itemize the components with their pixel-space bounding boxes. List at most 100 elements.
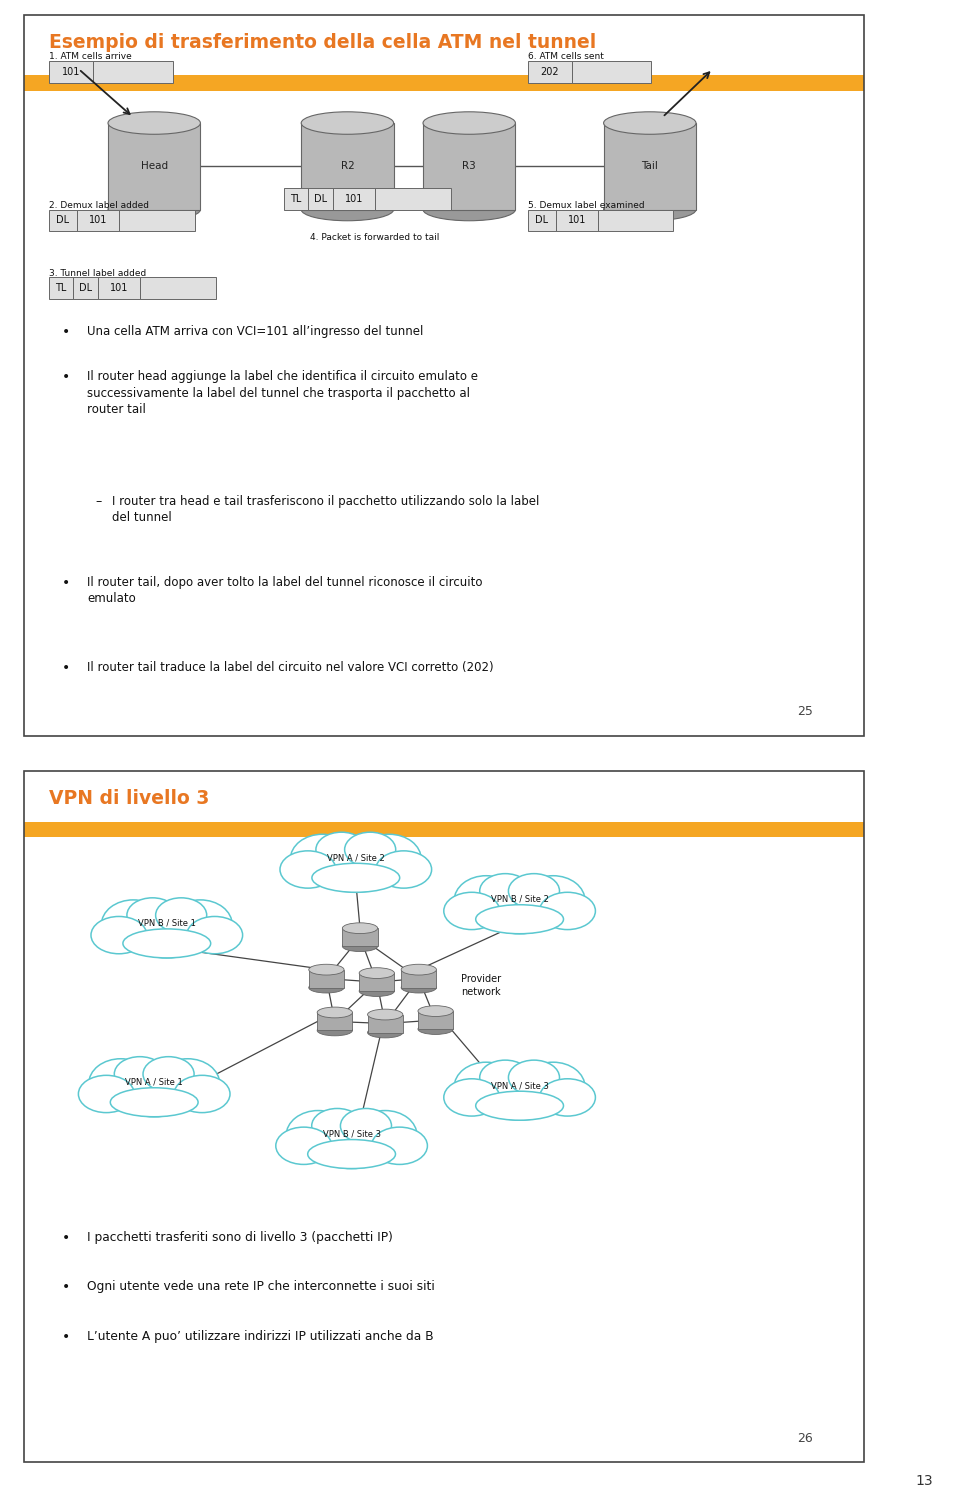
Text: VPN A / Site 2: VPN A / Site 2 — [327, 854, 385, 863]
Bar — [343, 928, 377, 946]
Ellipse shape — [308, 1139, 396, 1169]
Ellipse shape — [357, 834, 421, 884]
Ellipse shape — [368, 1027, 403, 1038]
Ellipse shape — [312, 839, 399, 893]
Text: Tail: Tail — [641, 161, 659, 172]
Bar — [333, 188, 375, 209]
Text: •: • — [61, 324, 70, 339]
Bar — [284, 188, 308, 209]
Text: 101: 101 — [567, 215, 586, 226]
Text: 101: 101 — [109, 283, 128, 293]
Bar — [598, 209, 673, 232]
Text: TL: TL — [56, 283, 66, 293]
Bar — [49, 209, 77, 232]
Text: DL: DL — [79, 283, 92, 293]
Text: DL: DL — [57, 215, 70, 226]
Ellipse shape — [341, 1108, 392, 1144]
Ellipse shape — [401, 964, 437, 975]
Text: TL: TL — [291, 194, 301, 203]
Text: I router tra head e tail trasferiscono il pacchetto utilizzando solo la label
de: I router tra head e tail trasferiscono i… — [112, 495, 540, 525]
Ellipse shape — [123, 928, 210, 958]
Ellipse shape — [286, 1111, 350, 1160]
Ellipse shape — [343, 922, 377, 933]
Ellipse shape — [343, 940, 377, 951]
Ellipse shape — [454, 1063, 518, 1112]
Ellipse shape — [480, 873, 531, 909]
Ellipse shape — [317, 1026, 352, 1036]
Ellipse shape — [301, 199, 394, 221]
Text: Ogni utente vede una rete IP che interconnette i suoi siti: Ogni utente vede una rete IP che interco… — [87, 1280, 435, 1293]
Bar — [556, 209, 598, 232]
Bar — [119, 209, 195, 232]
Bar — [308, 188, 333, 209]
Bar — [604, 123, 696, 209]
Ellipse shape — [540, 1079, 595, 1117]
Ellipse shape — [174, 1075, 230, 1112]
Ellipse shape — [110, 1088, 198, 1117]
Text: –: – — [95, 495, 102, 508]
Ellipse shape — [359, 985, 395, 997]
Bar — [93, 61, 173, 82]
Ellipse shape — [276, 1127, 331, 1165]
Text: •: • — [61, 371, 70, 384]
Ellipse shape — [102, 900, 165, 949]
Ellipse shape — [123, 904, 210, 958]
Ellipse shape — [604, 199, 696, 221]
Ellipse shape — [156, 898, 206, 933]
Bar — [77, 209, 119, 232]
Ellipse shape — [312, 863, 399, 893]
Bar — [528, 209, 556, 232]
Bar — [309, 970, 344, 988]
Ellipse shape — [444, 893, 499, 930]
Ellipse shape — [290, 834, 354, 884]
Bar — [24, 75, 864, 91]
Text: 13: 13 — [916, 1474, 933, 1488]
Ellipse shape — [156, 1058, 220, 1108]
Ellipse shape — [312, 1108, 363, 1144]
Text: VPN A / Site 1: VPN A / Site 1 — [126, 1078, 183, 1087]
Ellipse shape — [521, 876, 585, 925]
Ellipse shape — [309, 964, 344, 975]
Text: Il router head aggiunge la label che identifica il circuito emulato e
successiva: Il router head aggiunge la label che ide… — [87, 371, 478, 416]
Bar — [24, 822, 864, 837]
Ellipse shape — [476, 1066, 564, 1120]
Ellipse shape — [359, 967, 395, 979]
Ellipse shape — [521, 1063, 585, 1112]
Ellipse shape — [187, 916, 243, 954]
Ellipse shape — [375, 851, 432, 888]
Text: 4. Packet is forwarded to tail: 4. Packet is forwarded to tail — [309, 233, 439, 242]
Text: VPN B / Site 1: VPN B / Site 1 — [138, 919, 196, 928]
Ellipse shape — [280, 851, 336, 888]
Ellipse shape — [91, 916, 147, 954]
Bar — [401, 970, 437, 988]
Bar — [108, 123, 201, 209]
Text: 101: 101 — [61, 67, 81, 76]
Text: 1. ATM cells arrive: 1. ATM cells arrive — [49, 52, 132, 61]
Ellipse shape — [480, 1060, 531, 1094]
Ellipse shape — [423, 112, 516, 135]
Text: 202: 202 — [540, 67, 559, 76]
Bar — [368, 1015, 403, 1033]
Ellipse shape — [108, 112, 201, 135]
Ellipse shape — [509, 1060, 560, 1094]
Text: 2. Demux label added: 2. Demux label added — [49, 200, 149, 209]
Text: 6. ATM cells sent: 6. ATM cells sent — [528, 52, 604, 61]
Ellipse shape — [353, 1111, 417, 1160]
Text: •: • — [61, 1230, 70, 1245]
Text: •: • — [61, 1331, 70, 1344]
Bar — [140, 277, 215, 299]
Text: •: • — [61, 576, 70, 589]
Bar — [98, 277, 140, 299]
Text: 25: 25 — [797, 704, 813, 718]
Bar — [317, 1012, 352, 1030]
Ellipse shape — [108, 199, 201, 221]
Ellipse shape — [418, 1006, 453, 1017]
Text: Esempio di trasferimento della cella ATM nel tunnel: Esempio di trasferimento della cella ATM… — [49, 33, 596, 52]
Bar — [528, 61, 572, 82]
Ellipse shape — [401, 982, 437, 993]
Text: •: • — [61, 661, 70, 674]
Ellipse shape — [509, 873, 560, 909]
Ellipse shape — [168, 900, 232, 949]
Text: VPN B / Site 3: VPN B / Site 3 — [323, 1130, 380, 1139]
Text: 101: 101 — [345, 194, 363, 203]
